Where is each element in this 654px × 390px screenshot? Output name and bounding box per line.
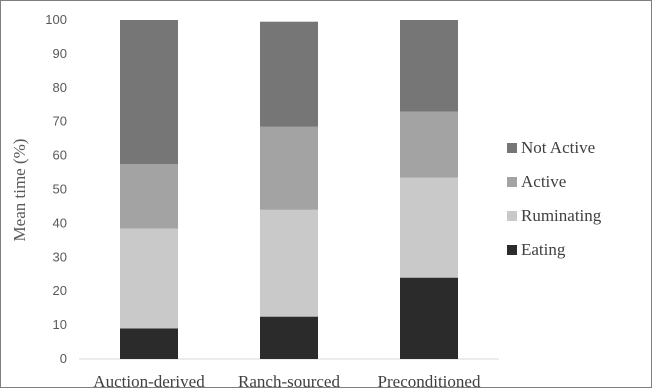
y-tick-label: 0 [60, 351, 67, 366]
y-tick-label: 70 [53, 114, 67, 129]
category-labels: Auction-derived Ranch-sourced Precondition… [93, 372, 481, 388]
legend-label-active: Active [521, 172, 566, 191]
bar-segment-active [120, 164, 178, 229]
y-tick-label: 30 [53, 249, 67, 264]
bars [120, 20, 458, 359]
bar-segment-eating [400, 277, 458, 359]
bar-segment-ruminating [400, 177, 458, 278]
y-tick-label: 80 [53, 80, 67, 95]
bar-segment-ruminating [120, 228, 178, 329]
y-axis-ticks: 0 10 20 30 40 50 60 70 80 90 100 [45, 12, 67, 366]
legend-label-not-active: Not Active [521, 138, 595, 157]
legend: Not Active Active Ruminating Eating [507, 138, 602, 259]
bar-segment-ruminating [260, 209, 318, 317]
x-category-label: Preconditioned [378, 372, 481, 388]
y-tick-label: 20 [53, 283, 67, 298]
bar-segment-eating [120, 328, 178, 359]
bar-segment-not-active [260, 21, 318, 127]
y-tick-label: 100 [45, 12, 67, 27]
legend-swatch-eating [507, 245, 517, 255]
y-axis-title: Mean time (%) [10, 139, 29, 242]
legend-swatch-not-active [507, 143, 517, 153]
legend-label-eating: Eating [521, 240, 566, 259]
y-tick-label: 50 [53, 182, 67, 197]
bar-segment-not-active [120, 20, 178, 165]
y-tick-label: 40 [53, 215, 67, 230]
legend-swatch-active [507, 177, 517, 187]
bar-segment-eating [260, 316, 318, 359]
legend-swatch-ruminating [507, 211, 517, 221]
bar-segment-not-active [400, 20, 458, 112]
bar-segment-active [260, 126, 318, 210]
y-tick-label: 60 [53, 148, 67, 163]
y-tick-label: 90 [53, 46, 67, 61]
y-tick-label: 10 [53, 317, 67, 332]
legend-label-ruminating: Ruminating [521, 206, 602, 225]
x-category-label: Auction-derived [93, 372, 205, 388]
bar-segment-active [400, 111, 458, 178]
x-category-label: Ranch-sourced [238, 372, 340, 388]
